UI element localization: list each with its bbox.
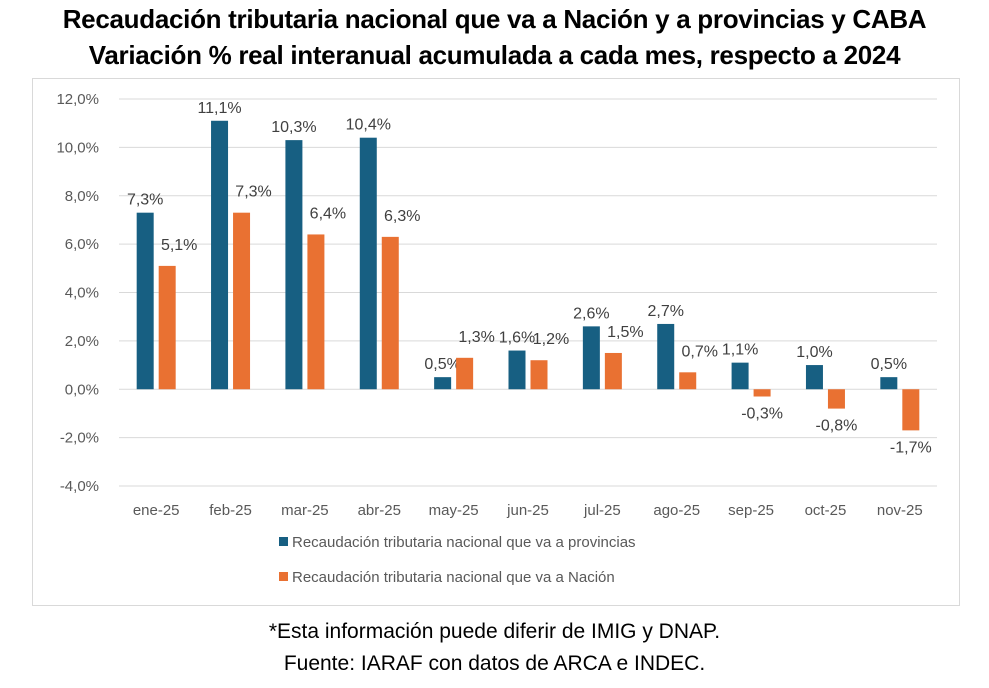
y-tick-label: 6,0%	[65, 236, 99, 253]
data-label-provincias: 1,0%	[796, 344, 832, 361]
y-tick-label: -2,0%	[60, 430, 99, 447]
bar-nacion	[902, 389, 920, 431]
legend-swatch-provincias	[279, 537, 288, 546]
bar-provincias	[285, 140, 303, 390]
bar-provincias	[657, 323, 675, 390]
bar-provincias	[136, 212, 154, 390]
x-tick-label: ene-25	[133, 502, 180, 519]
data-label-nacion: 6,3%	[384, 208, 420, 225]
data-label-nacion: -0,3%	[741, 406, 783, 423]
bar-nacion	[233, 212, 251, 390]
y-tick-label: -4,0%	[60, 478, 99, 495]
chart-area: -4,0% -2,0% 0,0% 2,0% 4,0% 6,0% 8,0% 10,0% 12,0%…	[32, 78, 960, 606]
bar-nacion	[456, 357, 474, 390]
bar-provincias	[731, 362, 749, 390]
bar-provincias	[582, 326, 600, 390]
bar-provincias	[434, 377, 452, 390]
x-tick-label: jun-25	[506, 502, 549, 519]
data-label-nacion: 0,7%	[681, 343, 717, 360]
bar-nacion	[158, 265, 176, 390]
y-tick-label: 8,0%	[65, 188, 99, 205]
y-tick-label: 12,0%	[56, 91, 99, 108]
data-label-nacion: 1,3%	[458, 329, 494, 346]
bar-nacion	[827, 389, 845, 409]
y-tick-label: 10,0%	[56, 139, 99, 156]
bar-nacion	[530, 360, 548, 390]
data-label-provincias: 10,4%	[346, 117, 391, 134]
x-tick-label: oct-25	[805, 502, 847, 519]
x-tick-label: sep-25	[728, 502, 774, 519]
x-tick-label: ago-25	[653, 502, 700, 519]
y-tick-label: 0,0%	[65, 381, 99, 398]
data-label-provincias: 2,6%	[573, 305, 609, 322]
data-label-provincias: 0,5%	[871, 356, 907, 373]
data-label-nacion: 1,5%	[607, 324, 643, 341]
data-label-nacion: -0,8%	[816, 418, 858, 435]
bar-nacion	[753, 389, 771, 397]
data-label-provincias: 1,6%	[499, 330, 535, 347]
footer-note: *Esta información puede diferir de IMIG …	[268, 620, 721, 643]
footer-source: Fuente: IARAF con datos de ARCA e INDEC.	[283, 652, 706, 675]
x-tick-label: nov-25	[877, 502, 923, 519]
bar-provincias	[880, 377, 898, 390]
data-label-provincias: 1,1%	[722, 342, 758, 359]
bar-nacion	[679, 372, 697, 390]
bar-provincias	[508, 350, 526, 390]
data-label-nacion: 7,3%	[235, 184, 271, 201]
legend-label-nacion: Recaudación tributaria nacional que va a…	[292, 569, 615, 586]
bar-provincias	[211, 120, 229, 390]
y-tick-label: 4,0%	[65, 285, 99, 302]
bar-provincias	[359, 137, 377, 390]
data-label-nacion: 1,2%	[533, 331, 569, 348]
data-label-provincias: 0,5%	[424, 356, 460, 373]
legend-label-provincias: Recaudación tributaria nacional que va a…	[292, 534, 636, 551]
bar-nacion	[604, 352, 622, 390]
data-label-nacion: -1,7%	[890, 439, 932, 456]
data-label-nacion: 6,4%	[310, 205, 346, 222]
data-label-provincias: 11,1%	[197, 100, 241, 117]
data-label-provincias: 2,7%	[647, 303, 683, 320]
bar-provincias	[805, 365, 823, 390]
x-tick-label: mar-25	[281, 502, 329, 519]
x-tick-label: abr-25	[358, 502, 401, 519]
data-label-provincias: 10,3%	[271, 119, 316, 136]
x-tick-label: may-25	[429, 502, 479, 519]
bar-chart: -4,0% -2,0% 0,0% 2,0% 4,0% 6,0% 8,0% 10,0% 12,0%…	[56, 91, 937, 586]
chart-title: Recaudación tributaria nacional que va a…	[62, 4, 927, 34]
legend-swatch-nacion	[279, 572, 288, 581]
x-tick-label: jul-25	[583, 502, 621, 519]
data-label-provincias: 7,3%	[127, 192, 163, 209]
chart-subtitle: Variación % real interanual acumulada a …	[88, 40, 901, 70]
bar-nacion	[381, 236, 399, 390]
bar-nacion	[307, 234, 325, 390]
data-label-nacion: 5,1%	[161, 237, 197, 254]
x-tick-label: feb-25	[209, 502, 252, 519]
y-tick-label: 2,0%	[65, 333, 99, 350]
